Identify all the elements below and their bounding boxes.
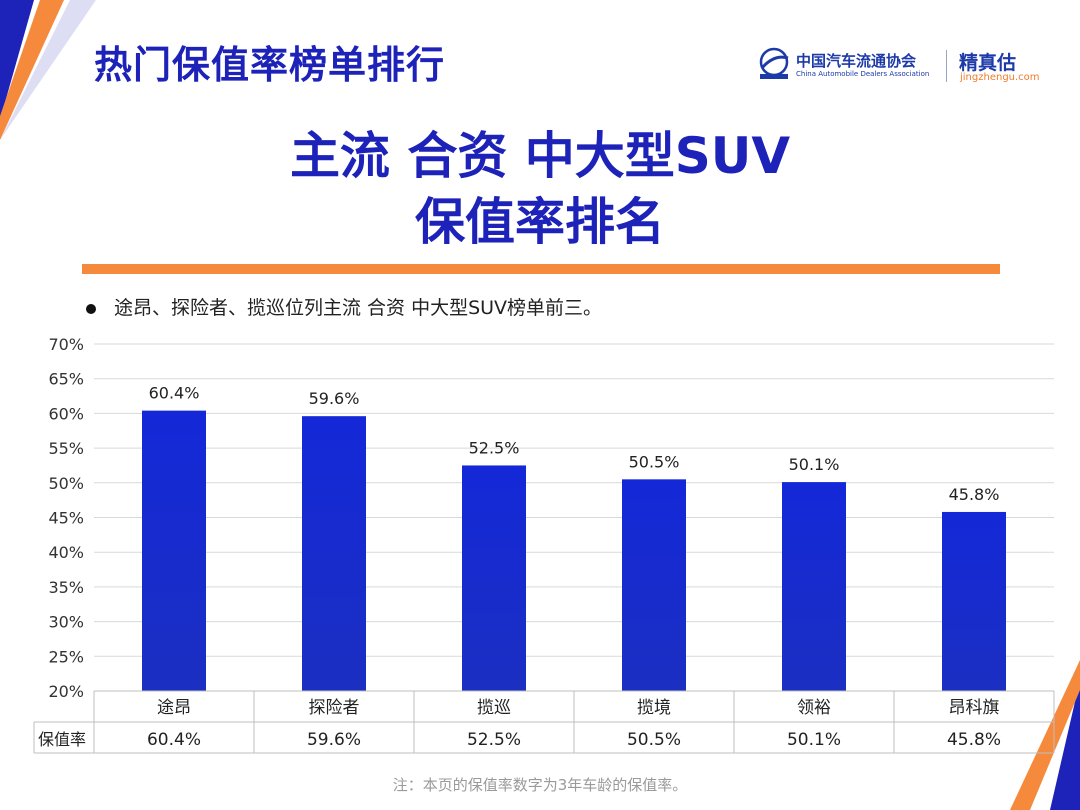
bullet-text: 途昂、探险者、揽巡位列主流 合资 中大型SUV榜单前三。: [114, 297, 603, 319]
table-cell: 45.8%: [947, 730, 1001, 750]
corner-decoration-top-left: [0, 0, 96, 140]
table-cell: 50.1%: [787, 730, 841, 750]
y-tick-label: 50%: [48, 474, 84, 493]
corner-decoration-bottom-right: [1010, 660, 1080, 810]
bullet-dot-icon: [86, 303, 96, 314]
bar: [142, 410, 206, 691]
bar: [942, 511, 1006, 691]
data-label: 50.5%: [629, 452, 680, 471]
logo-en-text: China Automobile Dealers Association: [796, 70, 930, 78]
bar: [622, 479, 686, 691]
bar-chart: 70% 65% 60% 55% 50% 45% 40% 35% 30% 25% 20% 60.4% 59…: [33, 335, 1055, 754]
x-category-label: 途昂: [157, 698, 191, 718]
y-tick-label: 55%: [48, 439, 84, 458]
logo-group: 中国汽车流通协会 China Automobile Dealers Associ…: [756, 46, 1046, 86]
y-tick-label: 65%: [48, 370, 84, 389]
y-tick-label: 60%: [48, 404, 84, 423]
footnote: 注：本页的保值率数字为3年车龄的保值率。: [392, 776, 688, 794]
bar: [302, 416, 366, 691]
data-label: 45.8%: [949, 485, 1000, 504]
data-label: 50.1%: [789, 455, 840, 474]
data-label: 52.5%: [469, 438, 520, 457]
table-cell: 50.5%: [627, 730, 681, 750]
table-cell: 59.6%: [307, 730, 361, 750]
y-tick-label: 30%: [48, 613, 84, 632]
brand-url-text: jingzhengu.com: [960, 72, 1040, 83]
y-tick-label: 35%: [48, 578, 84, 597]
y-tick-label: 20%: [48, 682, 84, 701]
x-category-label: 揽境: [637, 698, 671, 718]
x-category-label: 揽巡: [477, 698, 511, 718]
y-tick-label: 70%: [48, 335, 84, 354]
y-tick-label: 40%: [48, 543, 84, 562]
main-title-line2: 保值率排名: [415, 193, 665, 251]
table-cell: 60.4%: [147, 730, 201, 750]
brand-logo-text: 精真估: [959, 52, 1017, 74]
x-category-label: 昂科旗: [949, 698, 1000, 718]
logo-cn-text: 中国汽车流通协会: [796, 52, 917, 70]
table-cell: 52.5%: [467, 730, 521, 750]
y-tick-label: 25%: [48, 647, 84, 666]
bullet-point: 途昂、探险者、揽巡位列主流 合资 中大型SUV榜单前三。: [86, 293, 602, 320]
bar: [782, 482, 846, 691]
bar: [462, 465, 526, 691]
table-row-header: 保值率: [38, 730, 86, 749]
x-category-label: 领裕: [797, 698, 831, 718]
main-title-line1: 主流 合资 中大型SUV: [289, 127, 791, 185]
cada-logo-icon: [759, 47, 789, 79]
x-category-label: 探险者: [309, 698, 360, 718]
logo-divider: [946, 50, 947, 82]
title-underline: [82, 264, 1000, 274]
data-label: 59.6%: [309, 389, 360, 408]
y-tick-label: 45%: [48, 509, 84, 528]
page-title: 热门保值率榜单排行: [94, 43, 446, 87]
data-label: 60.4%: [149, 384, 200, 403]
